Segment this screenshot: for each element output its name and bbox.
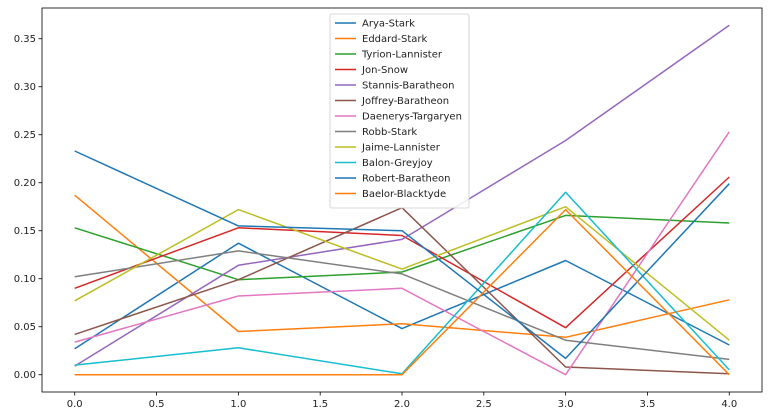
x-tick-label: 0.0 [67,399,83,410]
series-line-robert-baratheon [74,150,730,360]
series-line-daenerys-targaryen [74,131,730,376]
legend-label: Tyrion-Lannister [361,50,443,61]
legend-label: Robb-Stark [362,127,417,138]
legend-label: Jon-Snow [361,65,408,76]
series-layer [74,24,730,376]
legend-label: Arya-Stark [362,19,415,30]
x-tick-label: 2.0 [394,399,410,410]
legend-label: Joffrey-Baratheon [361,96,449,107]
x-tick-label: 1.0 [230,399,246,410]
x-tick-label: 2.5 [476,399,492,410]
legend: Arya-Stark Eddard-Stark Tyrion-Lannister Jo… [329,13,470,209]
legend-label: Baelor-Blacktyde [362,189,446,200]
y-axis: 0.00 0.05 0.10 0.15 0.20 0.25 0.30 0.35 [14,34,42,381]
series-line-jon-snow [74,176,730,329]
y-tick-label: 0.00 [14,370,36,381]
legend-box [329,13,470,209]
series-line-eddard-stark [74,194,730,339]
x-axis: 0.0 0.5 1.0 1.5 2.0 2.5 3.0 3.5 4.0 [67,392,737,410]
series-line-robb-stark [74,250,730,361]
x-tick-label: 1.5 [312,399,328,410]
x-tick-label: 4.0 [721,399,737,410]
series-line-stannis-baratheon [74,24,730,367]
legend-label: Eddard-Stark [362,34,428,45]
series-line-tyrion-lannister [74,214,730,281]
y-tick-label: 0.05 [14,322,36,333]
y-tick-label: 0.10 [14,274,36,285]
series-line-arya-stark [74,242,730,350]
y-tick-label: 0.20 [14,178,36,189]
legend-label: Stannis-Baratheon [362,81,454,92]
y-tick-label: 0.15 [14,226,36,237]
y-tick-label: 0.35 [14,34,36,45]
legend-label: Robert-Baratheon [362,174,451,185]
legend-label: Daenerys-Targaryen [362,112,462,123]
y-tick-label: 0.30 [14,82,36,93]
legend-label: Balon-Greyjoy [362,158,433,169]
y-tick-label: 0.25 [14,130,36,141]
x-tick-label: 0.5 [149,399,165,410]
x-tick-label: 3.0 [558,399,574,410]
legend-label: Jaime-Lannister [361,143,441,154]
series-line-baelor-blacktyde [74,208,730,376]
x-tick-label: 3.5 [640,399,656,410]
